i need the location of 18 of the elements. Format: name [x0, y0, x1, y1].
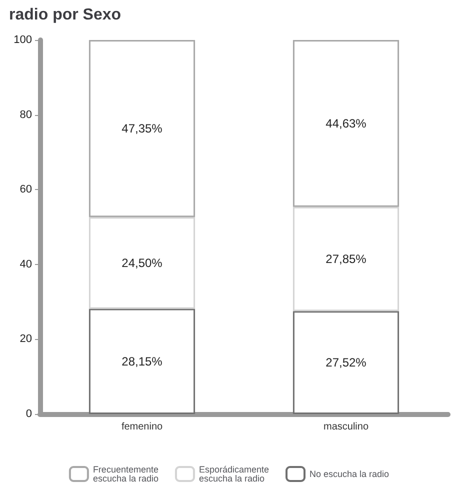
legend-label: Esporádicamente escucha la radio	[198, 464, 272, 484]
y-tick-label: 0	[26, 408, 32, 420]
chart-title: radio por Sexo	[9, 6, 122, 24]
legend-label: No escucha la radio	[310, 469, 390, 479]
y-tick-label: 80	[20, 108, 32, 121]
y-tick-label: 60	[20, 184, 32, 196]
x-tick-label: masculino	[323, 422, 369, 432]
y-tick-label: 20	[20, 333, 32, 346]
y-tick-label: 100	[14, 34, 32, 46]
data-label: 27,85%	[326, 252, 367, 266]
x-tick-label: femenino	[121, 422, 164, 432]
data-label: 47,35%	[122, 122, 163, 136]
data-label: 24,50%	[122, 256, 163, 270]
data-label: 44,63%	[326, 116, 367, 130]
data-label: 28,15%	[122, 354, 163, 368]
legend-label: Frecuentemente escucha la radio	[92, 464, 161, 484]
data-label: 27,52%	[326, 356, 367, 370]
y-tick-label: 40	[20, 258, 32, 270]
